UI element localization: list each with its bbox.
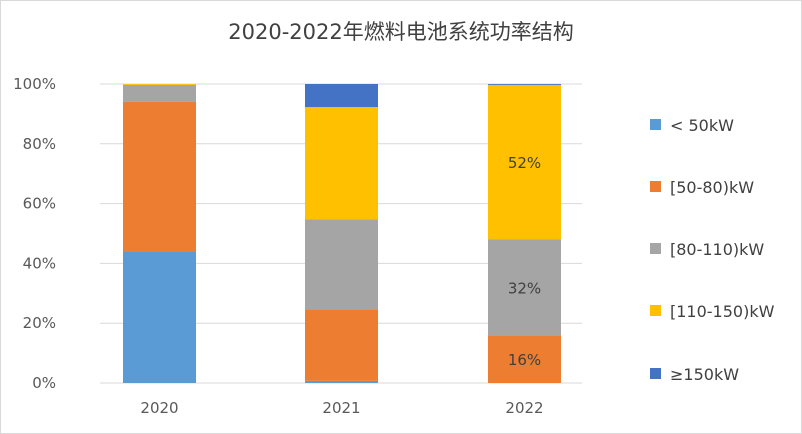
bar-segment: [123, 84, 196, 85]
chart-title: 2020-2022年燃料电池系统功率结构: [228, 20, 574, 44]
y-tick-label: 0%: [32, 374, 56, 392]
y-tick-label: 20%: [23, 314, 56, 332]
y-tick-label: 100%: [13, 75, 56, 93]
y-tick-label: 40%: [23, 254, 56, 272]
legend-label: ≥150kW: [670, 365, 739, 384]
bar-segment: [488, 84, 561, 240]
bar-segment: [305, 380, 378, 383]
y-tick-label: 60%: [23, 195, 56, 213]
legend-label: [80-110)kW: [670, 240, 764, 259]
bar-segment: [305, 309, 378, 381]
bar-segment: [305, 219, 378, 310]
data-label: 32%: [508, 279, 541, 297]
legend-swatch: [650, 243, 661, 254]
legend-label: [50-80)kW: [670, 178, 754, 197]
bar-segment: [488, 239, 561, 336]
bar-segment: [305, 84, 378, 108]
data-label: 16%: [508, 351, 541, 369]
legend-label: < 50kW: [670, 116, 734, 135]
bar-segment: [123, 101, 196, 252]
bar-segment: [123, 84, 196, 102]
bar-segment: [305, 107, 378, 220]
bar-segment: [488, 335, 561, 383]
legend-label: [110-150)kW: [670, 302, 775, 321]
y-tick-label: 80%: [23, 135, 56, 153]
bar-segment: [123, 251, 196, 383]
legend-swatch: [650, 181, 661, 192]
legend-swatch: [650, 119, 661, 130]
legend-swatch: [650, 368, 661, 379]
x-tick-label: 2022: [505, 399, 543, 417]
x-tick-label: 2020: [140, 399, 178, 417]
bar-segment: [488, 84, 561, 85]
x-tick-label: 2021: [322, 399, 360, 417]
data-label: 52%: [508, 154, 541, 172]
legend-swatch: [650, 305, 661, 316]
